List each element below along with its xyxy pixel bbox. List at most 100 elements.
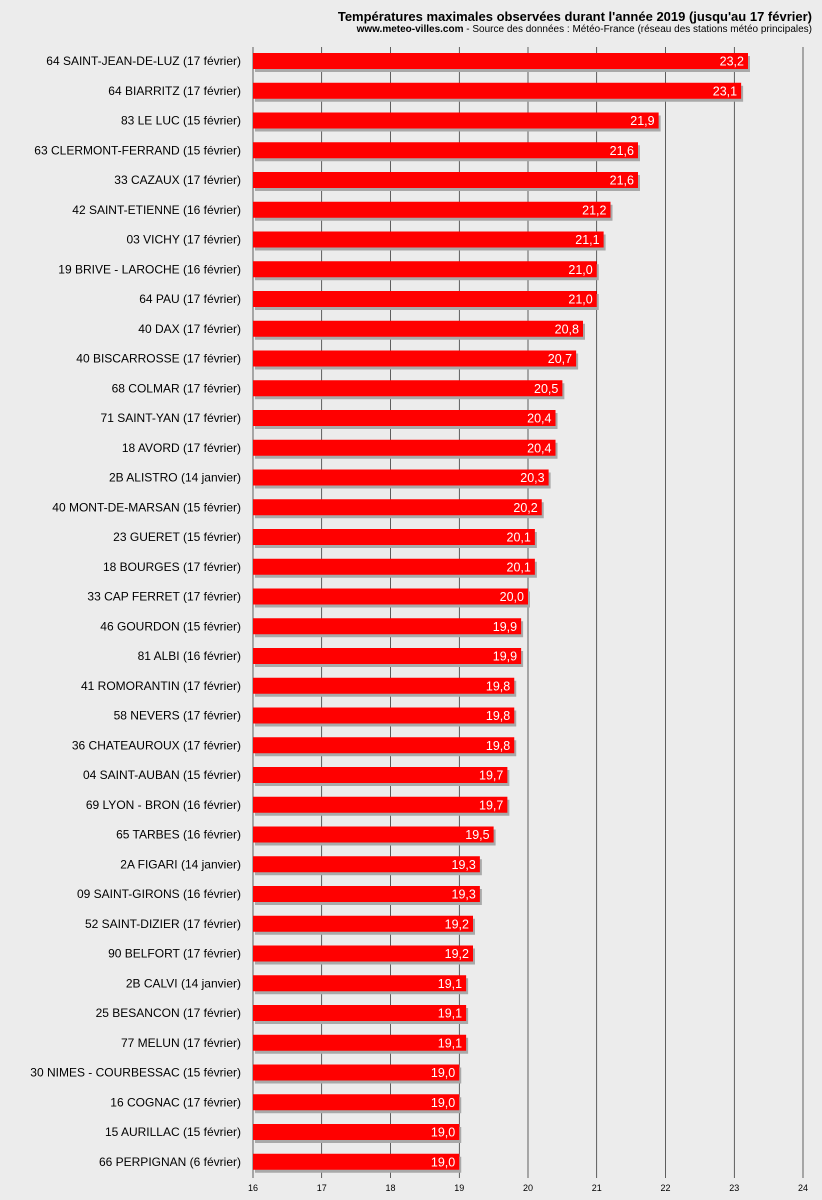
bar — [253, 618, 522, 635]
value-label: 20,1 — [507, 560, 531, 574]
bar — [253, 886, 480, 902]
category-label: 64 SAINT-JEAN-DE-LUZ (17 février) — [46, 54, 241, 68]
bar — [253, 915, 473, 932]
category-label: 40 DAX (17 février) — [138, 322, 241, 336]
bar — [253, 82, 742, 99]
bar — [253, 291, 597, 307]
value-label: 21,2 — [582, 203, 606, 217]
value-label: 20,7 — [548, 352, 572, 366]
value-label: 23,2 — [720, 55, 744, 69]
category-label: 41 ROMORANTIN (17 février) — [81, 679, 241, 693]
bar — [253, 142, 638, 159]
x-tick-label: 20 — [523, 1183, 533, 1193]
chart-subtitle: www.meteo-villes.com - Source des donnée… — [357, 24, 812, 35]
value-label: 19,0 — [431, 1126, 455, 1140]
bar — [253, 1153, 460, 1170]
bar — [253, 856, 480, 873]
category-label: 65 TARBES (16 février) — [116, 828, 241, 842]
value-label: 20,5 — [534, 382, 558, 396]
category-label: 81 ALBI (16 février) — [138, 649, 241, 663]
category-label: 46 GOURDON (15 février) — [100, 619, 241, 633]
bar — [253, 320, 583, 337]
x-tick-label: 23 — [729, 1183, 739, 1193]
value-label: 21,6 — [610, 144, 634, 158]
category-label: 69 LYON - BRON (16 février) — [86, 798, 241, 812]
bar — [253, 767, 508, 783]
bar — [253, 201, 611, 218]
bar — [253, 410, 556, 426]
source-site: www.meteo-villes.com — [356, 24, 464, 35]
value-label: 19,9 — [493, 650, 517, 664]
category-label: 71 SAINT-YAN (17 février) — [101, 411, 241, 425]
bar — [253, 469, 549, 486]
category-label: 36 CHATEAUROUX (17 février) — [72, 738, 241, 752]
bar — [253, 112, 659, 129]
value-label: 20,8 — [555, 322, 579, 336]
bar — [253, 1094, 460, 1111]
value-label: 19,1 — [438, 1007, 462, 1021]
value-label: 20,1 — [507, 531, 531, 545]
bar — [253, 529, 535, 545]
value-label: 19,2 — [445, 917, 469, 931]
category-label: 2B ALISTRO (14 janvier) — [109, 471, 241, 485]
category-label: 16 COGNAC (17 février) — [110, 1095, 241, 1109]
x-axis-ticks: 16 17 18 19 20 21 22 23 24 — [248, 1183, 808, 1193]
value-label: 19,2 — [445, 947, 469, 961]
value-label: 19,5 — [465, 828, 489, 842]
value-label: 19,3 — [452, 858, 476, 872]
category-label: 2B CALVI (14 janvier) — [126, 976, 241, 990]
value-label: 20,4 — [527, 441, 551, 455]
category-label: 03 VICHY (17 février) — [127, 233, 242, 247]
value-label: 19,9 — [493, 620, 517, 634]
bar — [253, 380, 563, 397]
x-tick-label: 17 — [317, 1183, 327, 1193]
value-label: 19,7 — [479, 798, 503, 812]
category-label: 77 MELUN (17 février) — [121, 1036, 241, 1050]
value-label: 19,0 — [431, 1096, 455, 1110]
category-label: 33 CAZAUX (17 février) — [114, 173, 241, 187]
value-label: 21,0 — [568, 293, 592, 307]
x-tick-label: 16 — [248, 1183, 258, 1193]
bar — [253, 737, 515, 754]
category-label: 58 NEVERS (17 février) — [114, 709, 241, 723]
value-label: 19,1 — [438, 1036, 462, 1050]
bar — [253, 826, 494, 843]
category-label: 42 SAINT-ETIENNE (16 février) — [72, 203, 241, 217]
category-label: 90 BELFORT (17 février) — [108, 947, 241, 961]
category-label: 09 SAINT-GIRONS (16 février) — [77, 887, 241, 901]
category-label: 63 CLERMONT-FERRAND (15 février) — [34, 143, 241, 157]
value-label: 20,0 — [500, 590, 524, 604]
category-label: 83 LE LUC (15 février) — [121, 114, 241, 128]
bar — [253, 975, 467, 992]
bar — [253, 261, 597, 278]
bar — [253, 231, 604, 248]
value-label: 19,8 — [486, 679, 510, 693]
value-label: 19,8 — [486, 709, 510, 723]
x-tick-label: 18 — [385, 1183, 395, 1193]
category-label: 64 BIARRITZ (17 février) — [108, 84, 241, 98]
bar — [253, 677, 515, 694]
value-label: 19,7 — [479, 769, 503, 783]
category-label: 33 CAP FERRET (17 février) — [87, 590, 241, 604]
category-label: 30 NIMES - COURBESSAC (15 février) — [30, 1066, 241, 1080]
source-credit: - Source des données : Météo-France (rés… — [463, 24, 812, 35]
value-label: 19,0 — [431, 1066, 455, 1080]
value-label: 19,8 — [486, 739, 510, 753]
value-label: 21,0 — [568, 263, 592, 277]
category-label: 40 BISCARROSSE (17 février) — [76, 352, 241, 366]
x-tick-label: 22 — [660, 1183, 670, 1193]
x-tick-label: 21 — [592, 1183, 602, 1193]
bar — [253, 350, 577, 367]
category-label: 52 SAINT-DIZIER (17 février) — [85, 917, 241, 931]
bars: 23,2 23,1 21,9 21,6 21,6 21,2 21,1 21,0 21,0 20,8… — [253, 53, 750, 1173]
category-label: 25 BESANCON (17 février) — [96, 1006, 241, 1020]
bar — [253, 558, 535, 575]
category-label: 23 GUERET (15 février) — [113, 530, 241, 544]
bar — [253, 439, 556, 456]
value-label: 20,2 — [513, 501, 537, 515]
value-label: 20,4 — [527, 412, 551, 426]
value-label: 19,3 — [452, 888, 476, 902]
category-label: 04 SAINT-AUBAN (15 février) — [83, 768, 241, 782]
value-label: 21,1 — [575, 233, 599, 247]
